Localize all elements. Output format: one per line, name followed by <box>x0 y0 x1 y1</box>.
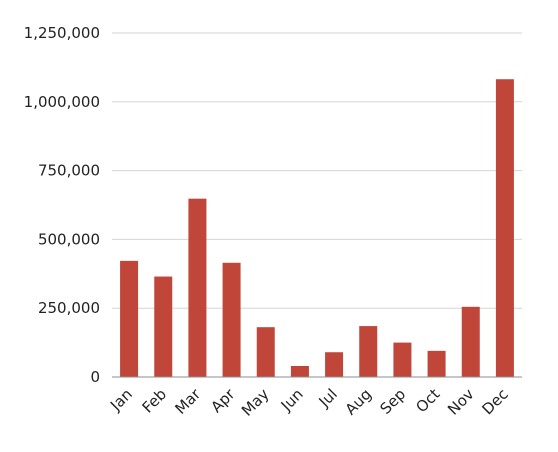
bar-feb <box>154 276 173 377</box>
y-tick-label: 500,000 <box>38 230 100 248</box>
x-tick-label: Apr <box>207 385 239 417</box>
bar-jul <box>325 352 344 377</box>
y-tick-label: 1,250,000 <box>24 24 100 42</box>
bar-nov <box>461 306 480 377</box>
bar-sep <box>393 342 412 377</box>
y-tick-label: 250,000 <box>38 299 100 317</box>
y-tick-label: 0 <box>90 368 100 386</box>
x-tick-label: Jul <box>315 385 341 411</box>
x-tick-label: Sep <box>377 385 410 418</box>
x-tick-label: Jun <box>277 385 307 415</box>
bar-jun <box>290 365 309 377</box>
bar-oct <box>427 350 446 377</box>
y-tick-label: 1,000,000 <box>24 93 100 111</box>
x-tick-label: Dec <box>478 385 511 418</box>
x-tick-label: Jan <box>106 385 136 415</box>
x-tick-label: Aug <box>342 385 375 418</box>
x-tick-label: Nov <box>444 385 478 419</box>
y-tick-label: 750,000 <box>38 162 100 180</box>
bar-dec <box>495 79 514 377</box>
bar-aug <box>359 326 378 377</box>
bar-apr <box>222 262 241 377</box>
x-tick-label: Mar <box>171 385 204 418</box>
x-tick-label: Oct <box>412 385 443 416</box>
bar-jan <box>120 260 139 377</box>
x-tick-label: Feb <box>139 385 171 417</box>
bar-mar <box>188 198 207 377</box>
bar-may <box>256 327 275 377</box>
x-tick-label: May <box>238 385 273 420</box>
